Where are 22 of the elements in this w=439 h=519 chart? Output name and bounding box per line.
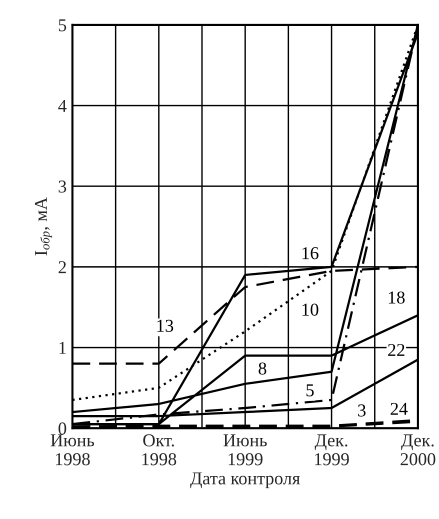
series-label: 5 xyxy=(306,384,314,396)
y-tick-label: 2 xyxy=(58,261,66,274)
y-tick-label: 4 xyxy=(58,100,67,112)
series-label: 3 xyxy=(358,404,366,417)
series-label: 10 xyxy=(302,304,318,316)
series-label: 8 xyxy=(258,362,266,375)
y-tick-label: 1 xyxy=(59,342,66,354)
x-tick-label: Дек. 2000 xyxy=(400,434,436,466)
series-label: 13 xyxy=(157,320,174,332)
x-tick-label: Окт. 1998 xyxy=(142,434,176,466)
series-label: 18 xyxy=(388,291,405,304)
series-label: 24 xyxy=(390,402,408,415)
y-tick-label: 0 xyxy=(58,422,66,435)
x-axis-title: Дата контроля xyxy=(190,472,300,488)
x-tick-label: Июнь 1999 xyxy=(223,434,267,466)
x-tick-label: Дек. 1999 xyxy=(314,434,349,466)
series-label: 22 xyxy=(388,344,404,356)
series-label: 16 xyxy=(302,247,318,260)
y-axis-title: I$_{обр}$, мА xyxy=(34,197,52,256)
y-tick-label: 3 xyxy=(58,180,66,193)
y-tick-label: 5 xyxy=(58,19,66,32)
x-tick-label: Июнь 1998 xyxy=(50,434,94,466)
